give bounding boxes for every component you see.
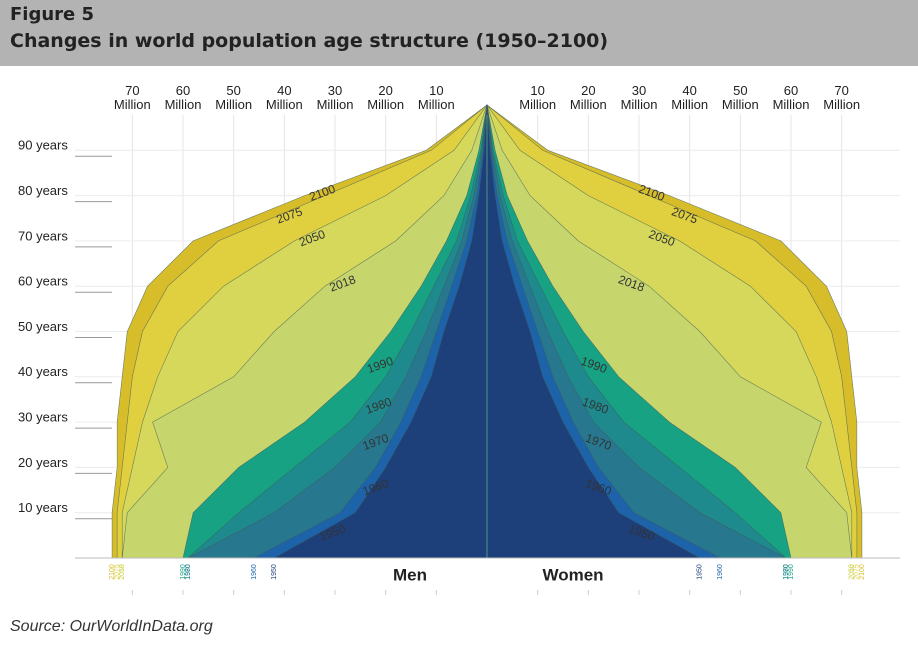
- x-tick-label: 60 Million: [164, 83, 202, 112]
- legend-label: 2100: [859, 564, 866, 580]
- legend-label: 2050: [119, 564, 126, 580]
- y-tick-label: 70 years: [18, 228, 68, 243]
- legend-label: 2075: [854, 564, 861, 580]
- figure-number: Figure 5: [10, 4, 95, 25]
- x-tick-label: 50 Million: [215, 83, 253, 112]
- legend-label: 1980: [185, 564, 192, 580]
- population-area: [273, 104, 488, 559]
- x-tick-label: 40 Million: [671, 83, 709, 112]
- y-tick-label: 40 years: [18, 364, 68, 379]
- title: Changes in world population age structur…: [10, 30, 609, 52]
- x-tick-label: 20 Million: [569, 83, 607, 112]
- y-tick-label: 60 years: [18, 274, 68, 289]
- legend-label: 1970: [185, 564, 192, 580]
- y-tick-label: 50 years: [18, 319, 68, 334]
- population-area: [486, 104, 701, 559]
- legend-label: 1950: [697, 564, 704, 580]
- y-tick-label: 90 years: [18, 138, 68, 153]
- y-tick-label: 10 years: [18, 500, 68, 515]
- x-tick-label: 60 Million: [772, 83, 810, 112]
- legend-label: 1990: [788, 564, 795, 580]
- legend-label: 2050: [849, 564, 856, 580]
- y-tick-label: 80 years: [18, 183, 68, 198]
- sex-label: Women: [542, 565, 603, 584]
- legend-label: 2100: [109, 564, 116, 580]
- legend-label: 1960: [717, 564, 724, 580]
- legend-label: 1990: [180, 564, 187, 580]
- header: Figure 5 Changes in world population age…: [0, 0, 918, 66]
- y-tick-label: 30 years: [18, 410, 68, 425]
- sex-label: Men: [393, 565, 427, 584]
- x-tick-label: 50 Million: [721, 83, 759, 112]
- x-tick-label: 10 Million: [519, 83, 557, 112]
- x-tick-label: 20 Million: [367, 83, 405, 112]
- x-tick-label: 70 Million: [113, 83, 151, 112]
- x-tick-label: 10 Million: [417, 83, 455, 112]
- x-tick-label: 40 Million: [265, 83, 303, 112]
- y-tick-label: 20 years: [18, 455, 68, 470]
- legend-label: 2018: [119, 564, 126, 580]
- legend-label: 1950: [271, 564, 278, 580]
- legend-label: 1970: [783, 564, 790, 580]
- legend-label: 2018: [849, 564, 856, 580]
- x-tick-label: 70 Million: [823, 83, 861, 112]
- source: Source: OurWorldInData.org: [10, 618, 213, 635]
- legend-label: 1980: [783, 564, 790, 580]
- legend-label: 2075: [114, 564, 121, 580]
- x-tick-label: 30 Million: [620, 83, 658, 112]
- legend-label: 1960: [251, 564, 258, 580]
- x-tick-label: 30 Million: [316, 83, 354, 112]
